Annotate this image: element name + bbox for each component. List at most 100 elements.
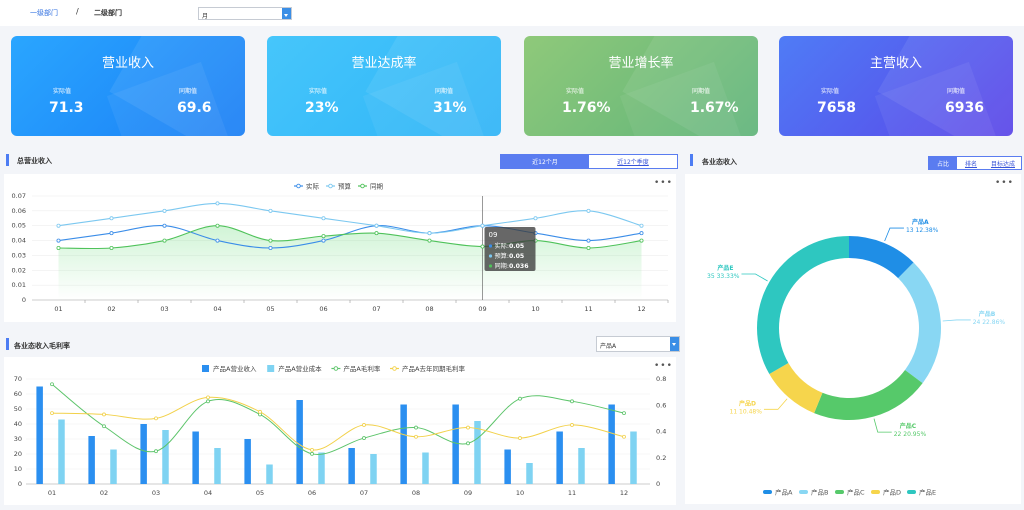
more-icon[interactable]: ••• bbox=[995, 178, 1014, 188]
business-revenue-tabs: 占比 排名 目标达成 bbox=[928, 156, 1022, 170]
data-point bbox=[321, 238, 326, 243]
slice-value-label: 35 33.33% bbox=[707, 273, 740, 280]
data-point bbox=[109, 216, 114, 221]
kpi-yoy-value: 69.6 bbox=[177, 100, 212, 116]
total-revenue-panel: ••• 0 0.01 0.02 0.03 0.04 0.05 0.06 0.07 01 02 03 0… bbox=[4, 174, 676, 322]
legend-label: 产品A毛利率 bbox=[343, 364, 380, 373]
data-point bbox=[414, 434, 418, 439]
y-right-tick-label: 0 bbox=[656, 480, 660, 488]
series-line bbox=[51, 396, 625, 451]
x-tick-label: 12 bbox=[620, 489, 628, 497]
kpi-actual-label: 实际值 bbox=[309, 88, 328, 95]
bar bbox=[526, 463, 533, 484]
tab-ranking[interactable]: 排名 bbox=[964, 160, 977, 168]
data-point bbox=[622, 434, 626, 439]
series-line bbox=[58, 225, 642, 250]
kpi-card[interactable]: 营业增长率 实际值 同期值 1.76% 1.67% bbox=[524, 36, 758, 136]
chevron-down-icon[interactable] bbox=[670, 337, 679, 351]
kpi-title: 主营收入 bbox=[869, 56, 922, 71]
data-point bbox=[268, 208, 273, 213]
kpi-card[interactable]: 主营收入 实际值 同期值 7658 6936 bbox=[779, 36, 1013, 136]
pie-slice bbox=[769, 363, 823, 414]
tooltip-item: 同期:0.036 bbox=[495, 262, 529, 270]
tooltip-item: 预算:0.05 bbox=[495, 252, 525, 260]
kpi-card[interactable]: 营业收入 实际值 同期值 71.3 69.6 bbox=[11, 36, 245, 136]
kpi-yoy-label: 同期值 bbox=[947, 88, 966, 95]
y-left-tick-label: 70 bbox=[14, 375, 22, 383]
series-line bbox=[51, 383, 625, 455]
pie-slice bbox=[849, 236, 914, 279]
data-point bbox=[102, 424, 106, 429]
data-point bbox=[570, 399, 574, 404]
x-tick-label: 11 bbox=[584, 305, 592, 313]
bar bbox=[556, 431, 563, 484]
data-point bbox=[622, 411, 626, 416]
label-leader bbox=[873, 418, 892, 433]
data-point bbox=[374, 231, 379, 236]
y-tick-label: 0.06 bbox=[12, 207, 26, 215]
kpi-actual-value: 7658 bbox=[817, 100, 856, 116]
breadcrumb-level1[interactable]: 一级部门 bbox=[30, 9, 58, 17]
y-tick-label: 0.01 bbox=[12, 281, 26, 289]
y-right-tick-label: 0.2 bbox=[656, 454, 666, 462]
section-marker bbox=[6, 338, 9, 350]
kpi-title: 营业达成率 bbox=[351, 56, 417, 71]
legend-label: 产品D bbox=[883, 488, 901, 497]
legend-swatch bbox=[907, 490, 916, 494]
total-revenue-chart: 0 0.01 0.02 0.03 0.04 0.05 0.06 0.07 01 02 03 04 05 0… bbox=[12, 182, 669, 313]
slice-value-label: 22 20.95% bbox=[894, 431, 927, 438]
gross-margin-chart: 0 10 20 30 40 50 60 70 0 0.2 0.4 0.6 0.8 01 02 03 04 05 06… bbox=[14, 364, 667, 497]
bar bbox=[452, 404, 459, 484]
kpi-card[interactable]: 营业达成率 实际值 同期值 23% 31% bbox=[267, 36, 501, 136]
data-point bbox=[162, 208, 167, 213]
tooltip-item: 实际:0.05 bbox=[495, 242, 525, 250]
period-select[interactable]: 月 bbox=[198, 7, 292, 20]
legend-swatch bbox=[763, 490, 772, 494]
tab-recent-12-months[interactable]: 近12个月 bbox=[501, 155, 589, 168]
more-icon[interactable]: ••• bbox=[654, 361, 673, 371]
data-point bbox=[268, 238, 273, 243]
data-point bbox=[50, 382, 54, 387]
chevron-down-icon[interactable] bbox=[282, 8, 291, 19]
tab-target[interactable]: 目标达成 bbox=[990, 160, 1015, 168]
tab-recent-12-quarters[interactable]: 近12个季度 bbox=[617, 159, 649, 166]
more-icon[interactable]: ••• bbox=[654, 178, 673, 188]
data-point bbox=[109, 246, 114, 251]
data-point bbox=[310, 447, 314, 452]
kpi-yoy-value: 31% bbox=[433, 100, 467, 116]
data-point bbox=[639, 231, 644, 236]
business-revenue-panel: ••• 产品A 13 12.38% 产品B 24 22.86% 产品C 22 20.95%… bbox=[685, 174, 1021, 504]
kpi-actual-label: 实际值 bbox=[566, 88, 585, 95]
x-tick-label: 01 bbox=[54, 305, 62, 313]
pie-slice bbox=[814, 369, 923, 420]
bar bbox=[608, 404, 615, 484]
data-point bbox=[56, 246, 61, 251]
bar bbox=[36, 386, 43, 484]
y-left-tick-label: 30 bbox=[14, 435, 22, 443]
bar bbox=[214, 448, 221, 484]
kpi-yoy-value: 1.67% bbox=[690, 100, 739, 116]
product-select-value: 产品A bbox=[600, 343, 617, 350]
x-tick-label: 01 bbox=[48, 489, 56, 497]
bar bbox=[244, 439, 251, 484]
x-tick-label: 02 bbox=[107, 305, 115, 313]
business-revenue-title: 各业态收入 bbox=[702, 158, 737, 166]
bar bbox=[630, 431, 637, 484]
breadcrumb-level2[interactable]: 二级部门 bbox=[94, 9, 122, 17]
bar bbox=[192, 431, 199, 484]
series-area bbox=[58, 225, 642, 300]
legend-swatch bbox=[799, 490, 808, 494]
x-tick-label: 12 bbox=[637, 305, 645, 313]
tab-share[interactable]: 占比 bbox=[929, 157, 957, 169]
data-point bbox=[102, 412, 106, 417]
period-select-value: 月 bbox=[202, 13, 209, 20]
y-tick-label: 0.05 bbox=[12, 222, 26, 230]
kpi-actual-value: 1.76% bbox=[562, 100, 611, 116]
section-marker bbox=[690, 154, 693, 166]
slice-value-label: 13 12.38% bbox=[906, 227, 939, 234]
product-select[interactable]: 产品A bbox=[596, 336, 680, 352]
data-point bbox=[639, 238, 644, 243]
x-tick-label: 09 bbox=[478, 305, 486, 313]
data-point bbox=[466, 441, 470, 446]
x-tick-label: 08 bbox=[412, 489, 420, 497]
